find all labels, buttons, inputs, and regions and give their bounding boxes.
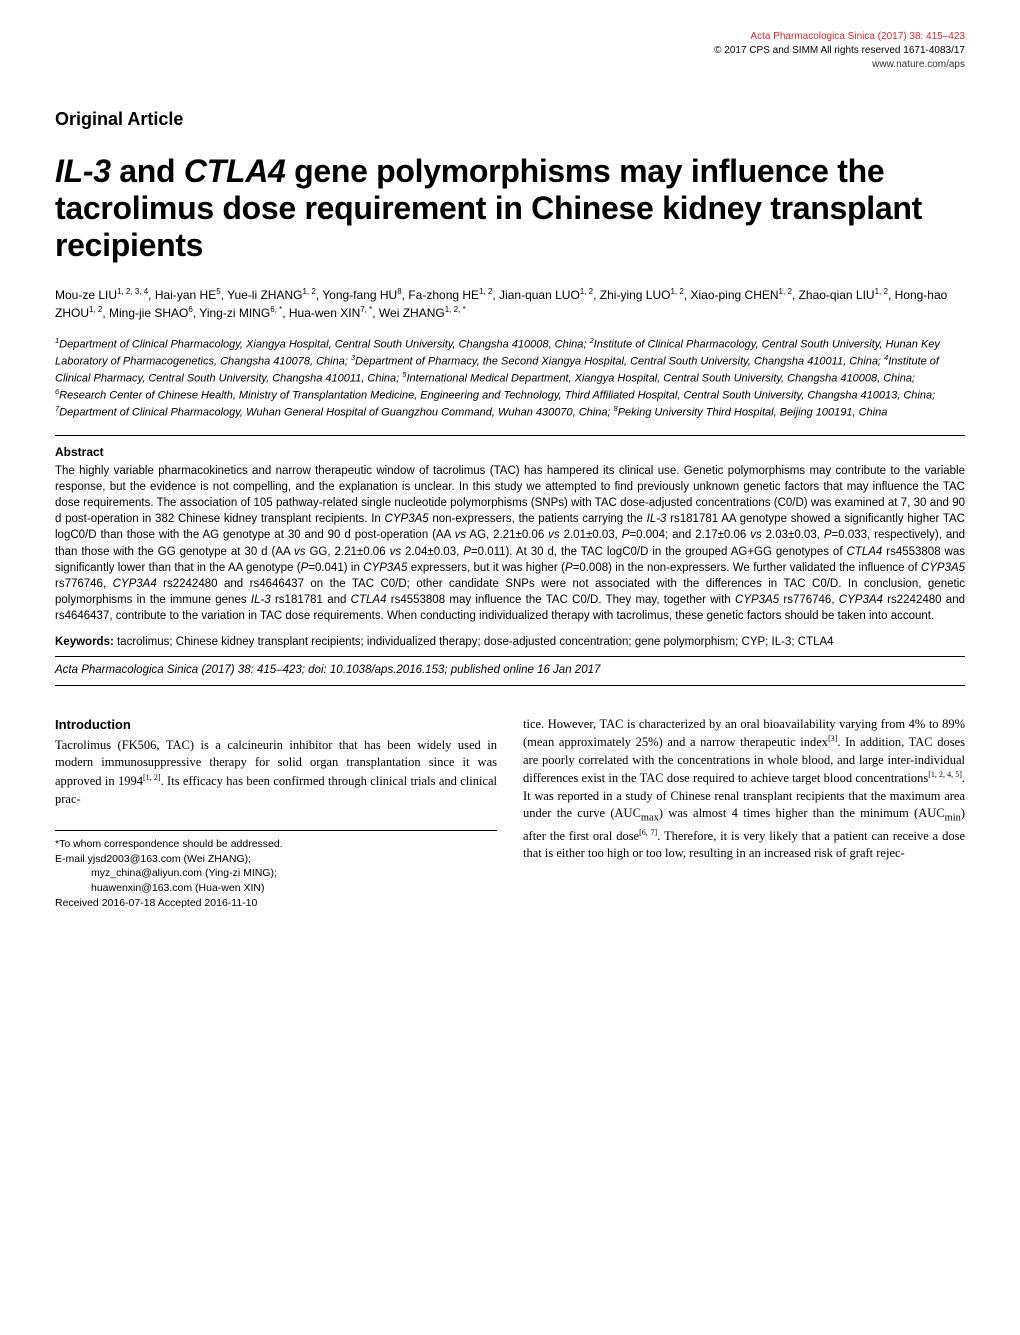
footnote-divider — [55, 830, 497, 831]
url-line: www.nature.com/aps — [55, 58, 965, 72]
journal-line: Acta Pharmacologica Sinica (2017) 38: 41… — [55, 30, 965, 44]
corr-email-3: huawenxin@163.com (Hua-wen XIN) — [55, 881, 497, 896]
author-list: Mou-ze LIU1, 2, 3, 4, Hai-yan HE5, Yue-l… — [55, 286, 965, 322]
abstract-body: The highly variable pharmacokinetics and… — [55, 463, 965, 624]
affiliations: 1Department of Clinical Pharmacology, Xi… — [55, 336, 965, 421]
keywords-text: tacrolimus; Chinese kidney transplant re… — [114, 636, 834, 648]
running-header: Acta Pharmacologica Sinica (2017) 38: 41… — [55, 30, 965, 72]
corr-note: *To whom correspondence should be addres… — [55, 837, 497, 852]
citation-line: Acta Pharmacologica Sinica (2017) 38: 41… — [55, 663, 965, 679]
right-column: tice. However, TAC is characterized by a… — [523, 716, 965, 911]
body-columns: Introduction Tacrolimus (FK506, TAC) is … — [55, 716, 965, 911]
intro-text-left: Tacrolimus (FK506, TAC) is a calcineurin… — [55, 737, 497, 808]
divider — [55, 685, 965, 686]
keywords-label: Keywords: — [55, 636, 114, 648]
corr-email-2: myz_china@aliyun.com (Ying-zi MING); — [55, 866, 497, 881]
divider — [55, 656, 965, 657]
divider — [55, 435, 965, 436]
intro-text-right: tice. However, TAC is characterized by a… — [523, 716, 965, 863]
abstract-heading: Abstract — [55, 444, 965, 460]
copyright-line: © 2017 CPS and SIMM All rights reserved … — [55, 44, 965, 58]
received-accepted-dates: Received 2016-07-18 Accepted 2016-11-10 — [55, 896, 497, 911]
article-title: IL-3 and CTLA4 gene polymorphisms may in… — [55, 153, 965, 263]
keywords: Keywords: tacrolimus; Chinese kidney tra… — [55, 634, 965, 650]
corr-email-1: E-mail yjsd2003@163.com (Wei ZHANG); — [55, 852, 497, 867]
left-column: Introduction Tacrolimus (FK506, TAC) is … — [55, 716, 497, 911]
introduction-heading: Introduction — [55, 716, 497, 734]
correspondence-footnotes: *To whom correspondence should be addres… — [55, 837, 497, 910]
article-type: Original Article — [55, 107, 965, 131]
